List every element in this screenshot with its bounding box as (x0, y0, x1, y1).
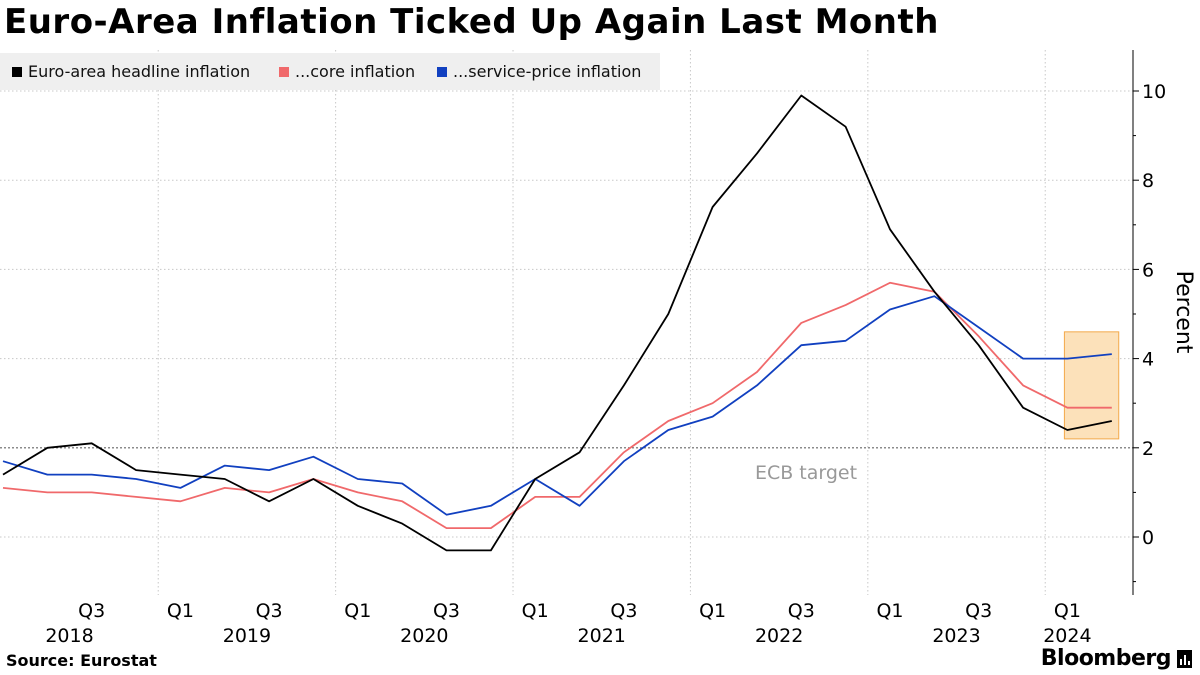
y-tick-label: 2 (1142, 438, 1154, 460)
x-quarter-label: Q3 (610, 600, 637, 622)
x-quarter-label: Q1 (522, 600, 549, 622)
x-quarter-label: Q1 (699, 600, 726, 622)
x-quarter-label: Q3 (788, 600, 815, 622)
legend-swatch-core (279, 66, 289, 77)
x-quarter-label: Q3 (433, 600, 460, 622)
legend-label-services: ...service-price inflation (453, 62, 642, 81)
bloomberg-bars-icon (1177, 649, 1192, 668)
source-note: Source: Eurostat (6, 651, 157, 670)
x-year-label: 2020 (400, 625, 448, 647)
legend-item-core: ...core inflation (279, 53, 415, 90)
chart-legend: Euro-area headline inflation ...core inf… (0, 53, 660, 90)
x-year-label: 2022 (755, 625, 803, 647)
brand-name: Bloomberg (1040, 646, 1172, 671)
series-lines (2, 94, 1112, 552)
legend-swatch-headline (12, 66, 22, 77)
legend-item-headline: Euro-area headline inflation (12, 53, 250, 90)
x-year-label: 2018 (45, 625, 93, 647)
legend-item-services: ...service-price inflation (437, 53, 641, 90)
x-quarter-label: Q1 (876, 600, 903, 622)
x-quarter-label: Q1 (1054, 600, 1081, 622)
y-tick-label: 8 (1142, 170, 1154, 192)
series-line-headline (2, 94, 1112, 552)
x-quarter-label: Q3 (78, 600, 105, 622)
y-tick-label: 0 (1142, 527, 1154, 549)
chart-title: Euro-Area Inflation Ticked Up Again Last… (4, 2, 939, 42)
x-quarter-label: Q1 (344, 600, 371, 622)
series-line-core (2, 281, 1112, 529)
bloomberg-logo: Bloomberg (1041, 646, 1192, 671)
x-quarter-label: Q3 (256, 600, 283, 622)
y-tick-label: 4 (1142, 349, 1154, 371)
x-year-label: 2024 (1043, 625, 1091, 647)
x-year-label: 2019 (223, 625, 271, 647)
legend-label-headline: Euro-area headline inflation (28, 62, 251, 81)
x-year-label: 2023 (932, 625, 980, 647)
legend-swatch-services (437, 66, 447, 77)
highlight-box (1063, 331, 1120, 440)
x-quarter-label: Q1 (167, 600, 194, 622)
ecb-target-annotation: ECB target (755, 462, 857, 484)
series-line-services (2, 295, 1112, 516)
x-year-label: 2021 (578, 625, 626, 647)
legend-label-core: ...core inflation (295, 62, 416, 81)
x-quarter-label: Q3 (965, 600, 992, 622)
y-axis-label: Percent (1171, 271, 1196, 354)
y-tick-label: 10 (1142, 81, 1166, 103)
y-tick-label: 6 (1142, 259, 1154, 281)
highlight-region (1063, 331, 1120, 440)
axes: 0 2 4 6 8 10 Q3 Q1 Q3 Q1 Q3 Q1 Q3 Q1 Q3 Q1 Q3 Q1 2018 2019 2… (45, 50, 1166, 647)
grid-lines (0, 50, 1133, 595)
